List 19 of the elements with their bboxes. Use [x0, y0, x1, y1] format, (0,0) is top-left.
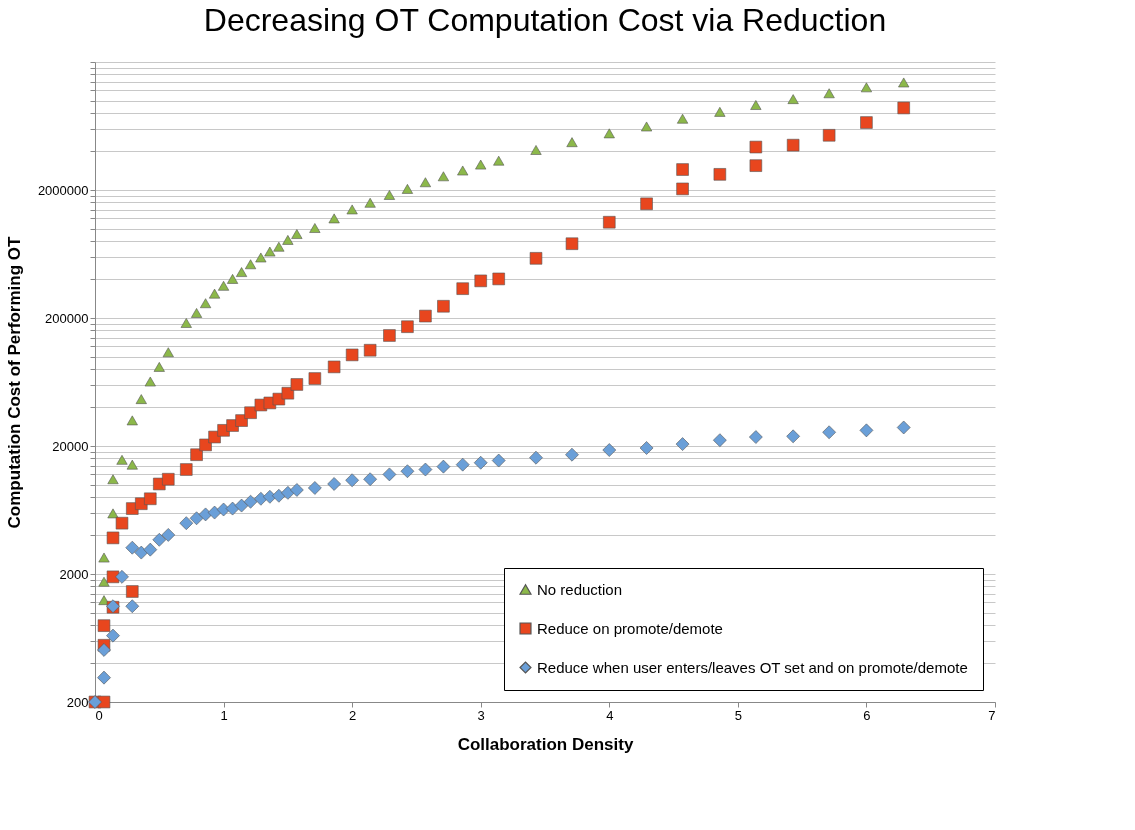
- legend-label: Reduce on promote/demote: [537, 619, 723, 637]
- legend-label: No reduction: [537, 580, 623, 598]
- chart-title: Decreasing OT Computation Cost via Reduction: [203, 2, 887, 38]
- x-tick-label: 3: [477, 707, 485, 723]
- x-axis-title: Collaboration Density: [457, 734, 634, 754]
- y-tick-label: 200000: [45, 310, 89, 326]
- y-tick-label: 20000: [52, 438, 89, 454]
- x-tick-label: 2: [349, 707, 357, 723]
- x-tick-label: 7: [988, 707, 996, 723]
- x-tick-label: 4: [606, 707, 614, 723]
- y-tick-label: 2000000: [37, 182, 89, 198]
- x-tick-label: 0: [95, 707, 103, 723]
- x-tick-label: 6: [863, 707, 871, 723]
- x-tick-label: 1: [220, 707, 228, 723]
- x-tick-label: 5: [734, 707, 742, 723]
- y-axis-title: Computation Cost of Performing OT: [4, 235, 24, 529]
- legend-label: Reduce when user enters/leaves OT set and on promote/demote: [537, 658, 968, 676]
- y-tick-label: 2000: [59, 566, 89, 582]
- y-tick-label: 200: [66, 694, 89, 710]
